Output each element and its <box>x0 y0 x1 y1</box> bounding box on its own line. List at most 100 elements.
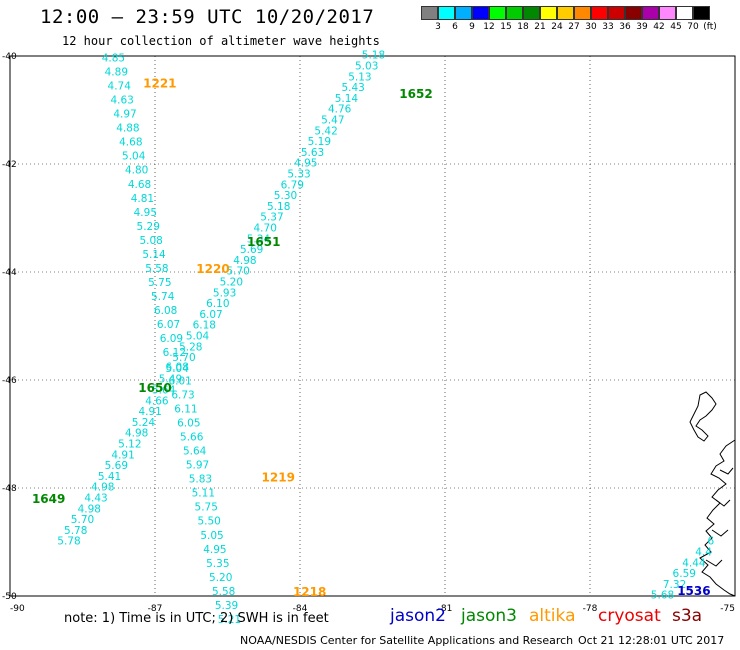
swh-value-altika: 4.95 <box>203 544 226 556</box>
color-scale-swatch <box>625 6 642 20</box>
color-scale-tick: 6 <box>452 22 458 32</box>
color-scale-swatch <box>676 6 693 20</box>
swh-value-altika: 5.21 <box>218 614 241 626</box>
color-scale-swatch <box>591 6 608 20</box>
pass-time-altika: 1220 <box>196 262 229 276</box>
color-scale-swatch <box>659 6 676 20</box>
swh-value-jason3: 5.19 <box>308 136 331 148</box>
swh-value-jason3: 5.41 <box>98 471 121 483</box>
credit-line: NOAA/NESDIS Center for Satellite Applica… <box>240 634 574 647</box>
color-scale-swatch <box>489 6 506 20</box>
map-frame <box>9 55 736 597</box>
swh-value-jason3: 6.18 <box>193 320 216 332</box>
swh-value-jason2: 4.4 <box>695 547 712 559</box>
swh-value-jason3: 5.42 <box>314 125 337 137</box>
coastline <box>689 391 736 597</box>
x-tick-label: -87 <box>148 604 163 614</box>
swh-value-jason3: 5.69 <box>240 244 263 256</box>
swh-value-jason3: 4.95 <box>294 158 317 170</box>
swh-value-altika: 4.85 <box>102 52 125 64</box>
color-scale-labels: 3 6 9 12 15 18 21 24 27 30 33 36 39 42 45 70 (ft) <box>421 20 731 32</box>
legend-item-jason3: jason3 <box>461 606 517 626</box>
swh-value-jason3: 5.69 <box>105 460 128 472</box>
legend-item-cryosat: cryosat <box>598 606 661 626</box>
swh-value-jason3: 6.07 <box>199 309 222 321</box>
pass-time-jason3: 1651 <box>247 235 280 249</box>
swh-value-altika: 4.97 <box>113 109 136 121</box>
swh-value-altika: 5.08 <box>139 235 162 247</box>
swh-value-jason3: 5.12 <box>118 439 141 451</box>
swh-value-jason3: 4.91 <box>111 449 134 461</box>
color-scale-tick: 3 <box>435 22 441 32</box>
swh-value-altika: 6.05 <box>177 417 200 429</box>
swh-value-jason3: 5.34 <box>247 233 271 245</box>
swh-value-jason3: 5.47 <box>321 115 344 127</box>
color-scale-unit: (ft) <box>703 22 717 32</box>
pass-time-altika: 1219 <box>262 471 295 485</box>
swh-value-jason2: 7.32 <box>663 579 686 591</box>
x-tick-label: -75 <box>720 604 735 614</box>
swh-value-jason3: 5.30 <box>274 190 297 202</box>
coastline-inlet <box>705 467 734 567</box>
y-tick-label: -42 <box>2 160 17 170</box>
pass-time-altika: 1218 <box>293 585 326 599</box>
color-scale-tick: 21 <box>534 22 546 32</box>
color-scale-tick: 70 <box>687 22 699 32</box>
swh-value-jason3: 4.98 <box>233 255 256 267</box>
swh-value-jason3: 5.37 <box>260 212 283 224</box>
y-tick-label: -40 <box>2 52 17 62</box>
swh-value-jason3: 4.98 <box>125 428 148 440</box>
color-scale-swatch <box>421 6 438 20</box>
swh-value-altika: 4.81 <box>131 193 154 205</box>
color-scale-swatch <box>574 6 591 20</box>
swh-value-jason3: 4.43 <box>84 493 107 505</box>
swh-value-altika: 5.58 <box>212 586 235 598</box>
swh-value-altika: 6.01 <box>168 375 191 387</box>
y-tick-label: -48 <box>2 484 17 494</box>
swh-value-altika: 5.64 <box>183 446 207 458</box>
swh-value-jason3: 4.70 <box>254 223 277 235</box>
color-scale-swatch <box>642 6 659 20</box>
swh-observations: 4.85 4.89 4.74 4.63 4.97 4.88 4.68 5.04 4.80 4.68… <box>57 50 714 626</box>
swh-value-jason3: 5.13 <box>348 71 371 83</box>
color-scale-tick: 15 <box>500 22 512 32</box>
swh-value-jason3: 5.78 <box>57 536 80 548</box>
x-tick-label: -81 <box>438 604 453 614</box>
swh-value-altika: 5.75 <box>195 502 218 514</box>
swh-value-altika: 5.35 <box>206 558 229 570</box>
swh-value-altika: 4.88 <box>116 123 139 135</box>
swh-value-jason3: 5.33 <box>287 169 310 181</box>
color-scale-swatches <box>421 6 731 20</box>
x-tick-label: -90 <box>10 604 25 614</box>
swh-value-altika: 4.89 <box>105 66 128 78</box>
y-tick-label: -44 <box>2 268 17 278</box>
color-scale-tick: 45 <box>670 22 682 32</box>
swh-value-altika: 5.97 <box>186 460 209 472</box>
swh-value-jason3: 4.66 <box>145 395 169 407</box>
color-scale-tick: 39 <box>636 22 648 32</box>
color-scale-tick: 33 <box>602 22 614 32</box>
color-scale-tick: 27 <box>568 22 580 32</box>
color-scale-swatch <box>540 6 557 20</box>
swh-value-jason2: 6.59 <box>673 568 696 580</box>
swh-value-jason3: 5.24 <box>132 417 156 429</box>
swh-value-jason3: 5.28 <box>179 341 202 353</box>
swh-value-altika: 4.74 <box>108 80 132 92</box>
swh-value-jason3: 6.10 <box>206 298 229 310</box>
pass-time-jason3: 1652 <box>399 87 432 101</box>
swh-value-jason3: 5.78 <box>64 525 87 537</box>
y-tick-label: -46 <box>2 376 17 386</box>
color-scale-tick: 24 <box>551 22 563 32</box>
swh-value-jason3: 5.43 <box>341 82 364 94</box>
swh-value-altika: 5.11 <box>192 488 215 500</box>
swh-value-jason3: 5.64 <box>152 385 176 397</box>
swh-value-altika: 6.07 <box>157 319 180 331</box>
swh-value-altika: 5.04 <box>122 151 146 163</box>
pass-time-altika: 1221 <box>143 76 176 90</box>
color-scale-tick: 42 <box>653 22 665 32</box>
y-tick-label: -50 <box>2 592 17 602</box>
color-scale-swatch <box>693 6 710 20</box>
swh-value-altika: 4.95 <box>134 207 157 219</box>
swh-value-altika: 5.66 <box>180 431 204 443</box>
